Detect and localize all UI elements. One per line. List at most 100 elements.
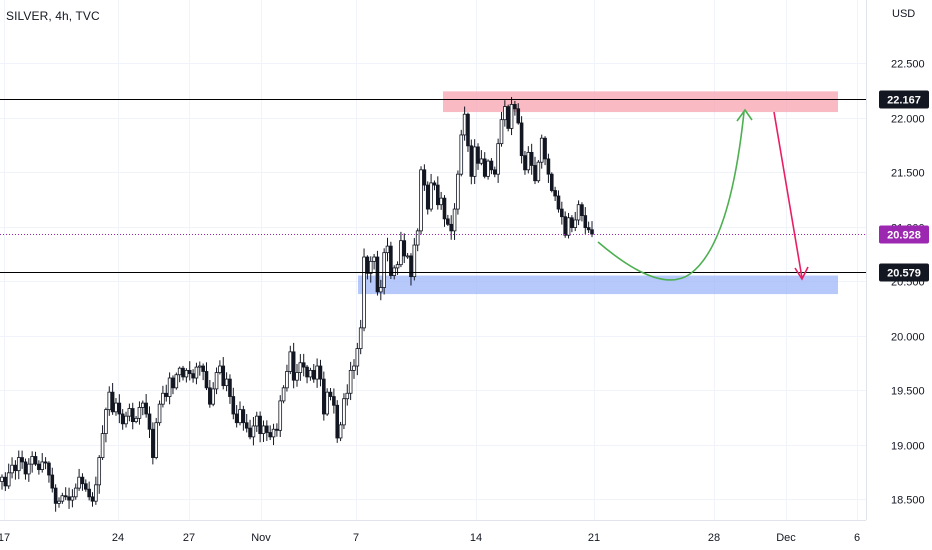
time-tick-label: 28	[708, 532, 720, 544]
candle-down	[469, 145, 474, 177]
candle-down	[47, 462, 51, 476]
candle-up	[456, 173, 460, 210]
candle-down	[311, 369, 316, 380]
candle-up	[73, 487, 78, 498]
candle-down	[586, 227, 591, 231]
candle-up	[362, 256, 366, 329]
candle-down	[181, 367, 185, 378]
candle-down	[33, 456, 38, 465]
price-tick-label: 19.000	[891, 441, 925, 453]
bullish-projection-curve	[597, 111, 745, 281]
projection-arrows	[597, 108, 809, 281]
candle-up	[161, 392, 165, 405]
price-label-box	[879, 225, 929, 244]
candle-down	[553, 190, 557, 197]
candle-up	[379, 287, 383, 293]
price-label-box	[879, 90, 929, 109]
candle-up	[57, 500, 61, 504]
candle-down	[570, 217, 574, 228]
candle-up	[395, 264, 400, 269]
candle-up	[392, 267, 397, 276]
candle-down	[234, 413, 239, 424]
candle-down	[291, 351, 296, 381]
candle-down	[513, 104, 517, 110]
time-tick-label: 27	[183, 532, 195, 544]
bearish-projection-line	[773, 111, 803, 279]
candle-down	[43, 461, 48, 464]
candle-down	[560, 208, 564, 218]
candle-down	[533, 165, 537, 182]
candle-up	[127, 408, 132, 417]
candle-up	[295, 372, 299, 381]
candle-down	[67, 496, 71, 501]
candle-up	[271, 428, 276, 438]
candle-up	[345, 392, 350, 400]
candle-down	[563, 216, 567, 236]
candle-up	[251, 425, 256, 438]
candle-up	[298, 362, 303, 373]
candle-down	[328, 391, 333, 397]
candle-up	[137, 407, 142, 419]
candle-down	[449, 223, 454, 232]
candle-down	[3, 476, 8, 487]
candle-up	[97, 457, 102, 486]
candle-up	[526, 151, 531, 171]
candle-up	[399, 240, 403, 266]
candle-up	[285, 371, 289, 389]
candle-up	[27, 463, 31, 475]
candle-down	[221, 365, 226, 387]
candle-down	[492, 169, 497, 175]
candle-up	[94, 484, 98, 502]
candle-down	[365, 256, 370, 274]
candles	[0, 96, 594, 512]
candle-up	[40, 461, 45, 470]
candle-up	[486, 160, 490, 177]
candle-up	[218, 365, 222, 373]
candle-up	[459, 134, 464, 175]
candle-down	[147, 413, 152, 430]
candle-down	[580, 204, 584, 216]
time-tick-label: 24	[112, 532, 124, 544]
candle-up	[496, 143, 500, 175]
candle-down	[425, 184, 430, 210]
candle-down	[466, 113, 470, 147]
candle-up	[573, 219, 578, 228]
candle-down	[432, 182, 437, 186]
grid	[0, 0, 866, 520]
candle-up	[372, 256, 376, 262]
candle-up	[224, 378, 229, 387]
candle-up	[124, 415, 128, 425]
time-tick-label: 17	[0, 532, 10, 544]
candle-down	[228, 378, 232, 397]
candle-up	[30, 456, 34, 465]
candle-up	[439, 197, 443, 206]
time-tick-label: Dec	[776, 532, 796, 544]
candle-up	[358, 327, 363, 349]
candle-up	[238, 409, 242, 424]
candle-down	[164, 392, 169, 397]
symbol-title[interactable]: SILVER, 4h, TVC	[6, 9, 100, 23]
candle-down	[489, 160, 494, 171]
candle-down	[446, 218, 450, 225]
candle-down	[546, 158, 551, 175]
price-tick-label: 21.500	[891, 168, 925, 180]
candle-down	[258, 415, 262, 435]
candle-up	[214, 372, 219, 390]
candle-down	[63, 495, 68, 498]
candle-down	[435, 184, 440, 206]
candle-down	[583, 215, 588, 228]
candle-up	[140, 402, 145, 408]
candle-down	[231, 396, 236, 415]
price-label: 20.579	[887, 268, 921, 280]
candle-down	[523, 155, 527, 171]
candle-down	[476, 146, 480, 164]
time-tick-label: Nov	[251, 532, 271, 544]
candle-up	[405, 255, 410, 258]
candle-down	[519, 122, 524, 157]
candle-up	[70, 496, 75, 501]
candle-down	[549, 173, 554, 191]
candle-up	[114, 402, 118, 413]
time-tick-label: 6	[854, 532, 860, 544]
candle-up	[503, 106, 507, 121]
